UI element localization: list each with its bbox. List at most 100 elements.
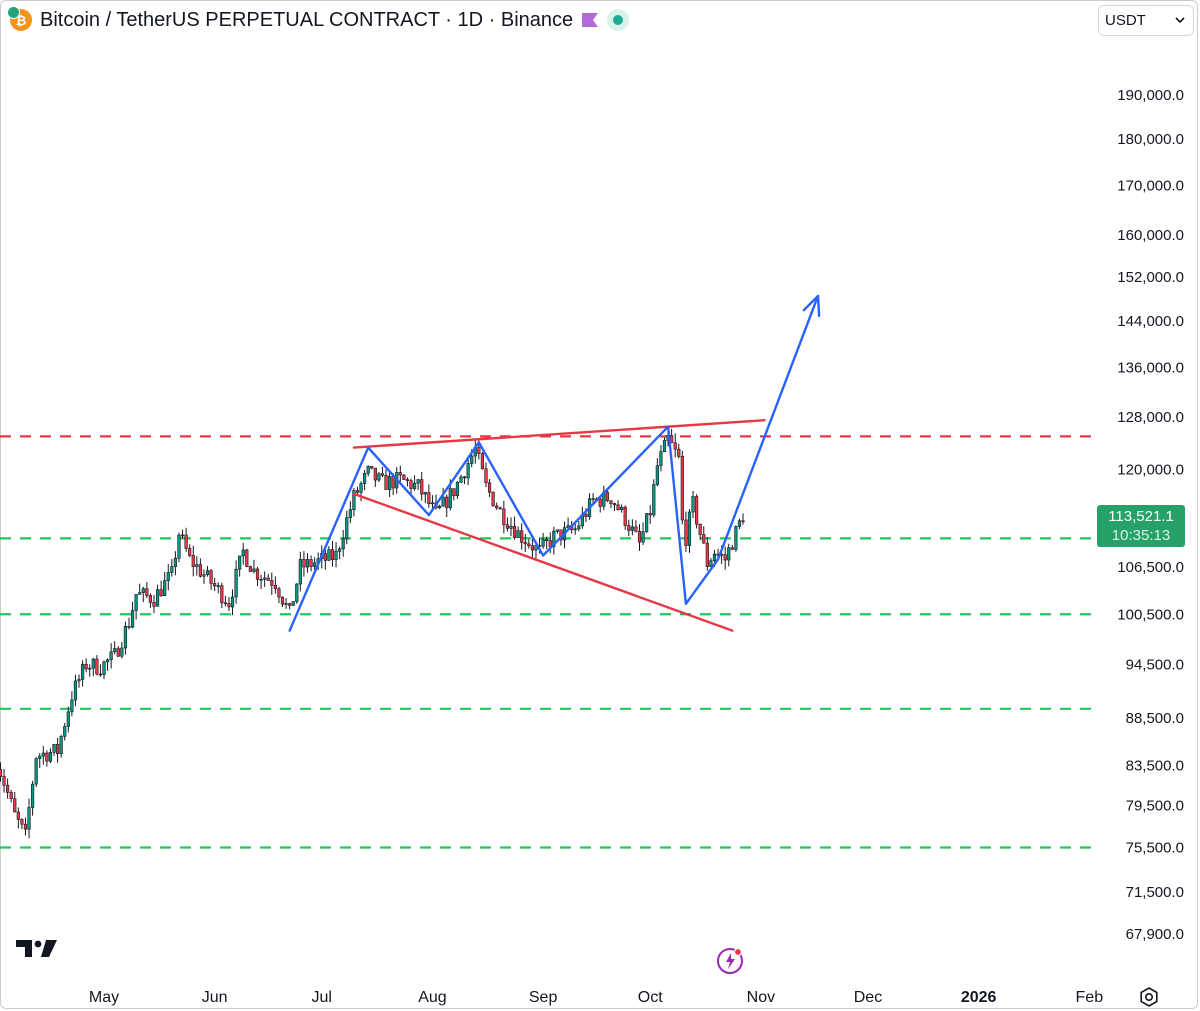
candle [691, 490, 695, 519]
candle-body [334, 551, 338, 560]
candle [609, 500, 613, 509]
candle-body [148, 595, 153, 603]
candle [291, 601, 295, 606]
candle [98, 664, 103, 677]
candle [91, 657, 95, 677]
candle-body [684, 519, 688, 546]
tradingview-logo-icon[interactable] [16, 938, 58, 958]
candle [230, 589, 235, 616]
candle [66, 706, 70, 733]
candle [30, 780, 35, 816]
candle-body [263, 577, 267, 580]
candle-body [227, 603, 231, 608]
candle [552, 526, 556, 555]
candle-body [191, 555, 195, 567]
candle-body [27, 807, 31, 830]
candle-body [448, 488, 452, 509]
candle [159, 580, 163, 598]
candle-body [220, 585, 224, 604]
candle [163, 571, 167, 597]
symbol-title[interactable]: Bitcoin / TetherUS PERPETUAL CONTRACT · … [40, 8, 574, 31]
candle [520, 523, 524, 550]
candle-body [359, 483, 363, 493]
candle [38, 753, 42, 768]
candle [166, 564, 170, 591]
candle [516, 526, 520, 538]
candle [373, 467, 377, 487]
candle [145, 582, 149, 599]
x-tick-label: Jun [202, 989, 228, 1006]
candle [405, 477, 410, 487]
candle [680, 450, 684, 525]
candle-body [177, 534, 181, 559]
candle [495, 502, 499, 510]
candle-body [655, 465, 659, 485]
candle-body [277, 588, 281, 598]
candle-body [223, 602, 227, 605]
candle [270, 572, 274, 595]
candle-body [420, 479, 424, 495]
candle [95, 655, 99, 676]
candle [734, 525, 738, 552]
candle [70, 691, 74, 717]
candle [541, 532, 545, 549]
candle [241, 542, 245, 565]
candle-body [238, 555, 242, 570]
candle [452, 488, 456, 501]
candle-body [452, 488, 456, 497]
candle-body [266, 577, 270, 581]
candle [641, 522, 645, 545]
market-open-dot-icon[interactable] [607, 9, 630, 31]
candle-body [245, 549, 249, 567]
price-axis[interactable]: 190,000.0 180,000.0 170,000.0 160,000.0 152,… [1117, 87, 1184, 943]
candle-body [66, 711, 70, 727]
candle-body [709, 560, 713, 567]
y-tick-label: 94,500.0 [1126, 656, 1184, 673]
candle [702, 526, 706, 544]
gear-icon[interactable] [1138, 986, 1160, 1008]
candle [338, 546, 342, 560]
candle [266, 573, 270, 582]
x-tick-label: Dec [854, 989, 882, 1006]
candle [202, 569, 206, 584]
candle-body [116, 648, 120, 657]
candle [52, 743, 56, 756]
candle-body [48, 751, 53, 762]
candle-body [163, 580, 167, 597]
candle [213, 577, 217, 591]
candle [695, 494, 699, 529]
candle-body [309, 559, 313, 567]
candle-body [313, 562, 317, 567]
candle [523, 533, 527, 552]
drawings[interactable] [288, 294, 821, 632]
currency-select[interactable]: USDT [1098, 5, 1194, 36]
candle [302, 551, 306, 577]
candle-body [695, 496, 699, 525]
flag-icon[interactable] [581, 12, 599, 28]
candle-body [327, 549, 331, 561]
candle-body [213, 583, 217, 587]
candle [359, 481, 363, 502]
candle [345, 510, 349, 545]
candle-body [466, 463, 470, 479]
candle-body [662, 440, 667, 453]
candle [512, 516, 517, 540]
candle-body [113, 648, 117, 653]
candle-body [416, 479, 420, 484]
candle [109, 643, 113, 669]
candle [723, 546, 727, 570]
candle [177, 532, 181, 563]
candle-body [441, 496, 445, 507]
candle-body [445, 496, 449, 509]
candle-body [737, 520, 742, 527]
candle [88, 664, 92, 677]
candle-body [363, 473, 367, 484]
candle [487, 479, 492, 497]
candle-body [241, 549, 245, 557]
candle [59, 734, 63, 758]
time-axis[interactable]: May Jun Jul Aug Sep Oct Nov Dec 2026 Feb [89, 989, 1103, 1006]
candle-body [41, 752, 45, 757]
candle-body [352, 490, 356, 510]
lightning-icon[interactable] [716, 946, 746, 976]
